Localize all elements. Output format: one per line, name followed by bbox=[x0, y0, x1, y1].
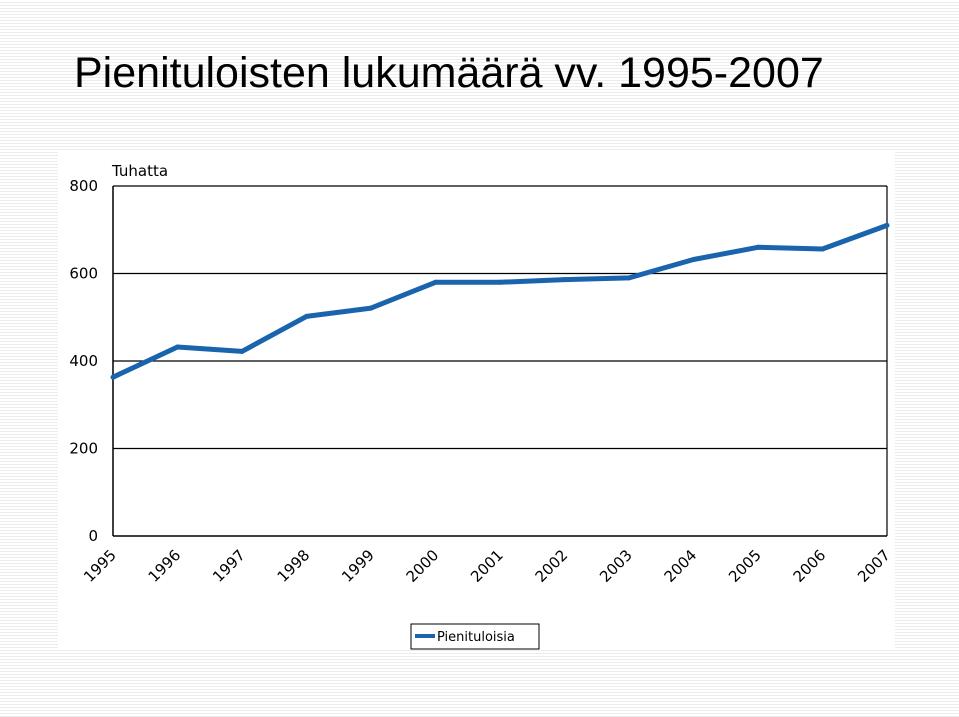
data-point bbox=[497, 279, 503, 285]
data-point bbox=[884, 222, 890, 228]
gridlines bbox=[113, 272, 887, 450]
data-point bbox=[304, 313, 309, 319]
data-point bbox=[691, 257, 696, 262]
chart-panel: Tuhatta 0 200 400 600 800 1995 1996 1997 1998 19… bbox=[58, 152, 895, 650]
series-layer bbox=[110, 222, 890, 380]
y-tick-label: 0 bbox=[88, 527, 98, 545]
data-point bbox=[820, 246, 825, 252]
x-tick-label: 2007 bbox=[854, 546, 894, 586]
x-tick-label: 1997 bbox=[209, 546, 249, 586]
x-tick-label: 1996 bbox=[145, 546, 185, 586]
x-tick-labels: 1995 1996 1997 1998 1999 2000 2001 2002 2003 2004… bbox=[80, 546, 894, 586]
x-tick-label: 2005 bbox=[725, 546, 765, 586]
y-tick-label: 200 bbox=[69, 440, 98, 458]
legend: Pienituloisia bbox=[410, 623, 540, 650]
y-tick-label: 400 bbox=[69, 352, 98, 370]
y-tick-label: 800 bbox=[69, 177, 98, 195]
data-point bbox=[368, 305, 374, 311]
data-point bbox=[110, 374, 116, 380]
x-tick-label: 2003 bbox=[596, 546, 636, 586]
legend-label-pienituloisia: Pienituloisia bbox=[437, 630, 515, 645]
slide-title: Pienituloisten lukumäärä vv. 1995-2007 bbox=[74, 49, 824, 97]
data-point bbox=[755, 244, 761, 250]
x-tick-label: 1999 bbox=[338, 546, 378, 586]
data-point bbox=[433, 279, 438, 285]
x-tick-label: 2006 bbox=[790, 546, 830, 586]
x-tick-label: 2004 bbox=[661, 546, 701, 586]
x-tick-label: 2001 bbox=[467, 546, 507, 586]
data-point bbox=[239, 348, 245, 354]
x-tick-label: 1995 bbox=[80, 546, 120, 586]
data-point bbox=[175, 344, 180, 350]
y-axis-unit-label: Tuhatta bbox=[111, 162, 168, 180]
x-tick-label: 1998 bbox=[274, 546, 314, 586]
x-tick-label: 2002 bbox=[532, 546, 572, 586]
x-tick-label: 2000 bbox=[403, 546, 443, 586]
y-tick-label: 600 bbox=[69, 265, 98, 283]
data-point bbox=[626, 275, 632, 281]
data-point bbox=[562, 277, 567, 283]
axes bbox=[112, 185, 888, 537]
y-tick-labels: 0 200 400 600 800 bbox=[69, 177, 98, 545]
